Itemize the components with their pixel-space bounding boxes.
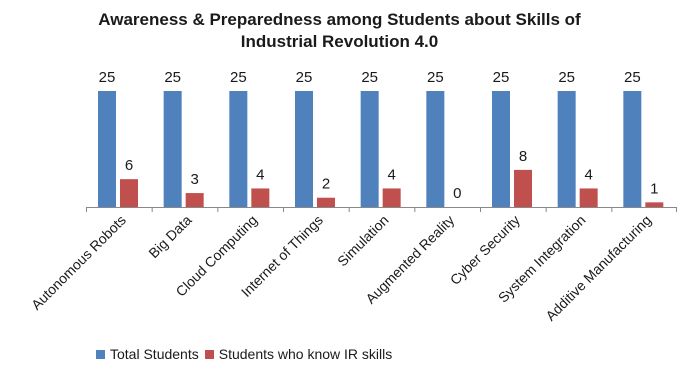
data-label-total-8: 25 [624,69,641,86]
legend-swatch-know [204,349,214,359]
data-label-know-7: 4 [584,166,592,183]
bar-total-3 [295,91,313,207]
bar-total-0 [98,91,116,207]
bar-total-7 [557,91,576,207]
data-label-total-1: 25 [164,69,181,86]
bar-know-1 [185,193,204,207]
data-label-know-0: 6 [125,157,133,174]
bar-know-3 [317,197,335,207]
bar-know-7 [579,188,598,207]
legend-label-know: Students who know IR skills [218,346,393,362]
bar-total-8 [623,91,642,207]
data-label-know-5: 0 [453,185,461,202]
data-label-know-6: 8 [519,148,527,165]
bar-know-8 [645,202,664,207]
bar-know-0 [120,179,138,207]
legend-label-total: Total Students [110,346,199,362]
chart-title-line1: Awareness & Preparedness among Students … [98,10,581,29]
bar-know-4 [382,188,401,207]
data-label-know-8: 1 [650,180,658,197]
data-label-total-2: 25 [230,69,247,86]
bar-know-2 [251,188,270,207]
bar-total-1 [163,91,182,207]
legend-swatch-total [96,349,105,359]
category-label-8: Additive Manufacturing [542,212,654,324]
data-label-total-0: 25 [99,69,116,86]
data-label-total-7: 25 [558,69,575,86]
legend-item-total: Total Students [96,346,199,362]
legend-item-know: Students who know IR skills [204,346,393,362]
data-label-total-4: 25 [361,69,378,86]
data-label-know-2: 4 [256,166,264,183]
bar-total-6 [492,91,510,207]
bar-total-5 [426,91,445,207]
data-label-total-3: 25 [296,69,313,86]
data-label-know-3: 2 [322,176,330,193]
data-label-know-1: 3 [190,171,198,188]
category-label-0: Autonomous Robots [28,212,129,313]
data-label-know-4: 4 [387,166,395,183]
bar-know-6 [514,169,532,207]
bar-total-4 [360,91,379,207]
chart-title-line2: Industrial Revolution 4.0 [240,32,439,51]
data-label-total-5: 25 [427,69,444,86]
category-label-1: Big Data [145,212,194,261]
chart-legend: Total Students Students who know IR skil… [96,346,398,362]
bar-total-2 [229,91,248,207]
data-label-total-6: 25 [493,69,510,86]
category-label-4: Simulation [334,212,392,270]
